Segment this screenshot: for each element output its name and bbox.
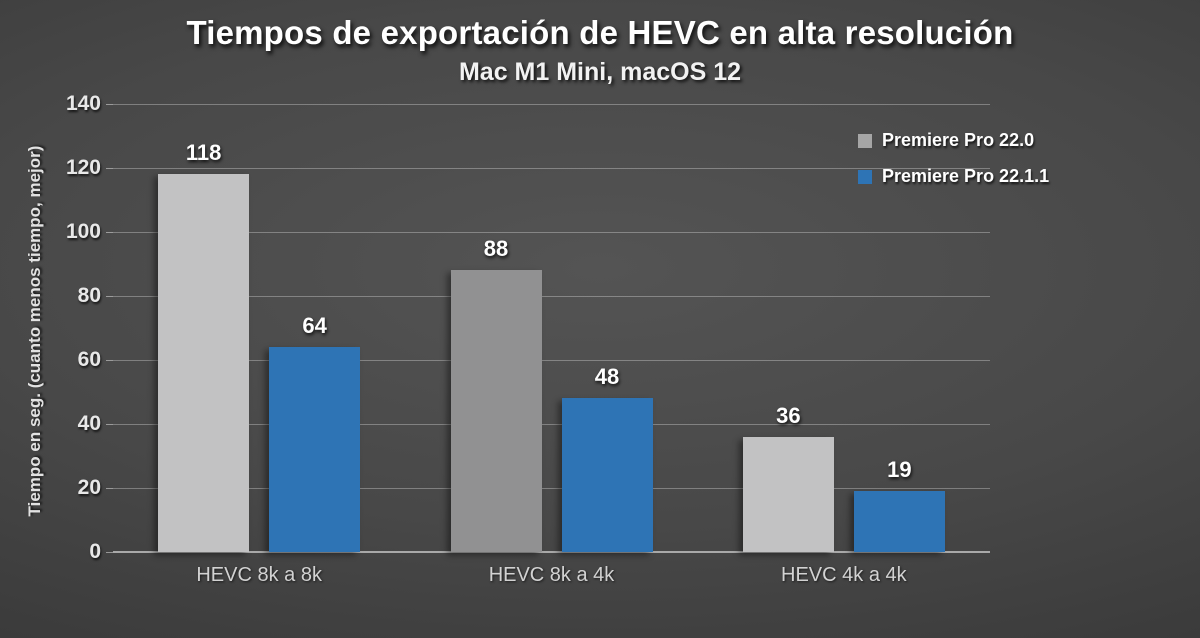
legend-label: Premiere Pro 22.1.1 xyxy=(882,166,1050,186)
y-gridline xyxy=(113,487,990,489)
legend-swatch-blue xyxy=(858,169,872,184)
y-gridline xyxy=(113,103,990,105)
y-tick-mark xyxy=(106,551,113,553)
x-axis-line xyxy=(113,551,990,553)
bar-value-label: 64 xyxy=(302,313,327,339)
legend-label: Premiere Pro 22.0 xyxy=(882,130,1035,150)
bar-value-label: 36 xyxy=(776,402,801,428)
y-tick-label: 60 xyxy=(77,348,101,371)
bar-value-label: 19 xyxy=(887,457,912,483)
y-axis-title: Tiempo en seg. (cuanto menos tiempo, mej… xyxy=(25,145,44,517)
y-gridline xyxy=(113,295,990,297)
y-tick-mark xyxy=(106,167,113,169)
y-tick-mark xyxy=(106,295,113,297)
y-tick-mark xyxy=(106,231,113,233)
y-tick-mark xyxy=(106,487,113,489)
chart-subtitle: Mac M1 Mini, macOS 12 xyxy=(458,58,742,86)
y-tick-label: 40 xyxy=(77,412,101,435)
bar-premiere-pro-22-1-1-1 xyxy=(269,347,361,552)
y-gridline xyxy=(113,359,990,361)
y-tick-label: 100 xyxy=(65,220,101,243)
x-category-label: HEVC 4k a 4k xyxy=(781,564,907,586)
y-tick-label: 80 xyxy=(77,284,101,307)
y-tick-label: 120 xyxy=(65,156,101,179)
bar-value-label: 48 xyxy=(594,364,620,390)
legend-item-premiere-pro-22-0: Premiere Pro 22.0 xyxy=(858,130,1049,151)
bar-value-label: 118 xyxy=(185,140,222,166)
legend: Premiere Pro 22.0 Premiere Pro 22.1.1 xyxy=(858,130,1049,202)
y-tick-mark xyxy=(106,423,113,425)
y-gridline xyxy=(113,167,990,169)
y-tick-label: 20 xyxy=(77,476,101,499)
x-category-label: HEVC 8k a 8k xyxy=(196,564,322,586)
bar-value-label: 88 xyxy=(483,236,509,262)
bar-premiere-pro-22-0-1 xyxy=(158,174,250,552)
x-category-label: HEVC 8k a 4k xyxy=(488,564,615,586)
bar-premiere-pro-22-0-2 xyxy=(450,270,542,552)
y-gridline xyxy=(113,423,990,425)
y-gridline xyxy=(113,231,990,233)
legend-item-premiere-pro-22-1-1: Premiere Pro 22.1.1 xyxy=(858,166,1049,187)
y-tick-label: 0 xyxy=(89,540,101,563)
bar-premiere-pro-22-1-1-3 xyxy=(853,491,945,552)
y-tick-label: 140 xyxy=(65,92,101,115)
bar-premiere-pro-22-1-1-2 xyxy=(561,398,653,552)
y-tick-mark xyxy=(106,359,113,361)
plot-area: 0 20 40 60 80 100 120 140 118 64 HEVC 8k a 8k 88 48 H… xyxy=(66,92,990,586)
legend-swatch-gray xyxy=(858,133,872,148)
y-tick-mark xyxy=(106,103,113,105)
bar-premiere-pro-22-0-3 xyxy=(742,436,834,552)
chart-title: Tiempos de exportación de HEVC en alta r… xyxy=(186,14,1014,51)
